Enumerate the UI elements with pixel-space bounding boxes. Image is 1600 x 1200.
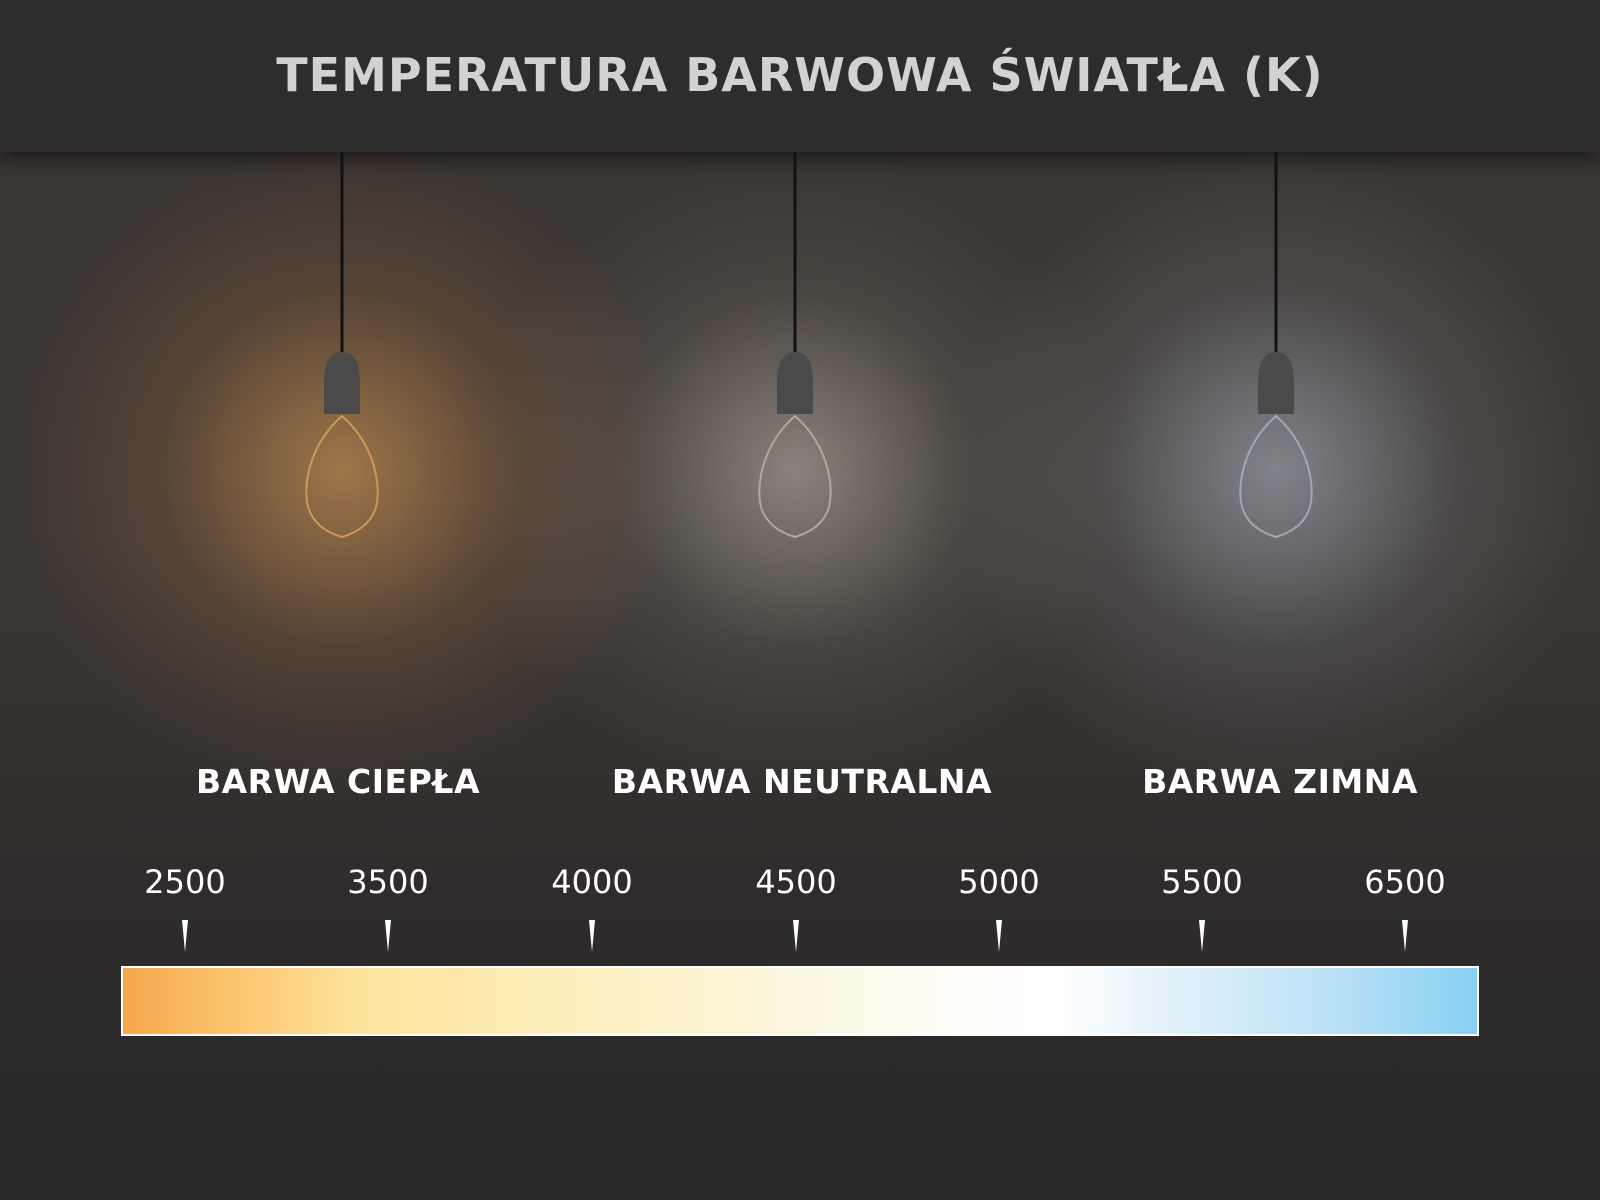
- tick-label: 5000: [958, 863, 1040, 901]
- tick-marker-icon: [1199, 920, 1205, 952]
- scale-tick: 5000: [939, 863, 1059, 952]
- tick-marker-icon: [1402, 920, 1408, 952]
- scale-tick: 3500: [328, 863, 448, 952]
- light-bulb-icon: [305, 152, 379, 539]
- tick-label: 6500: [1364, 863, 1446, 901]
- tick-label: 4500: [755, 863, 837, 901]
- bulb-warm: [272, 152, 412, 552]
- tick-label: 4000: [551, 863, 633, 901]
- tick-marker-icon: [793, 920, 799, 952]
- scale-tick: 4000: [532, 863, 652, 952]
- tick-marker-icon: [385, 920, 391, 952]
- scale-tick: 6500: [1345, 863, 1465, 952]
- zone-label-neutral: BARWA NEUTRALNA: [611, 762, 993, 801]
- header-bar: TEMPERATURA BARWOWA ŚWIATŁA (K): [0, 0, 1600, 152]
- tick-label: 3500: [347, 863, 429, 901]
- tick-marker-icon: [182, 920, 188, 952]
- tick-marker-icon: [996, 920, 1002, 952]
- light-bulb-icon: [1239, 152, 1313, 539]
- page-title: TEMPERATURA BARWOWA ŚWIATŁA (K): [276, 48, 1324, 102]
- tick-marker-icon: [589, 920, 595, 952]
- bulb-cold: [1206, 152, 1346, 552]
- color-temperature-gradient-bar: [121, 966, 1479, 1036]
- tick-label: 5500: [1161, 863, 1243, 901]
- zone-label-cold: BARWA ZIMNA: [1142, 762, 1418, 801]
- light-bulb-icon: [758, 152, 832, 539]
- tick-label: 2500: [144, 863, 226, 901]
- zone-label-warm: BARWA CIEPŁA: [195, 762, 480, 801]
- scale-tick: 4500: [736, 863, 856, 952]
- scale-tick: 5500: [1142, 863, 1262, 952]
- scale-tick: 2500: [125, 863, 245, 952]
- bulb-neutral: [725, 152, 865, 552]
